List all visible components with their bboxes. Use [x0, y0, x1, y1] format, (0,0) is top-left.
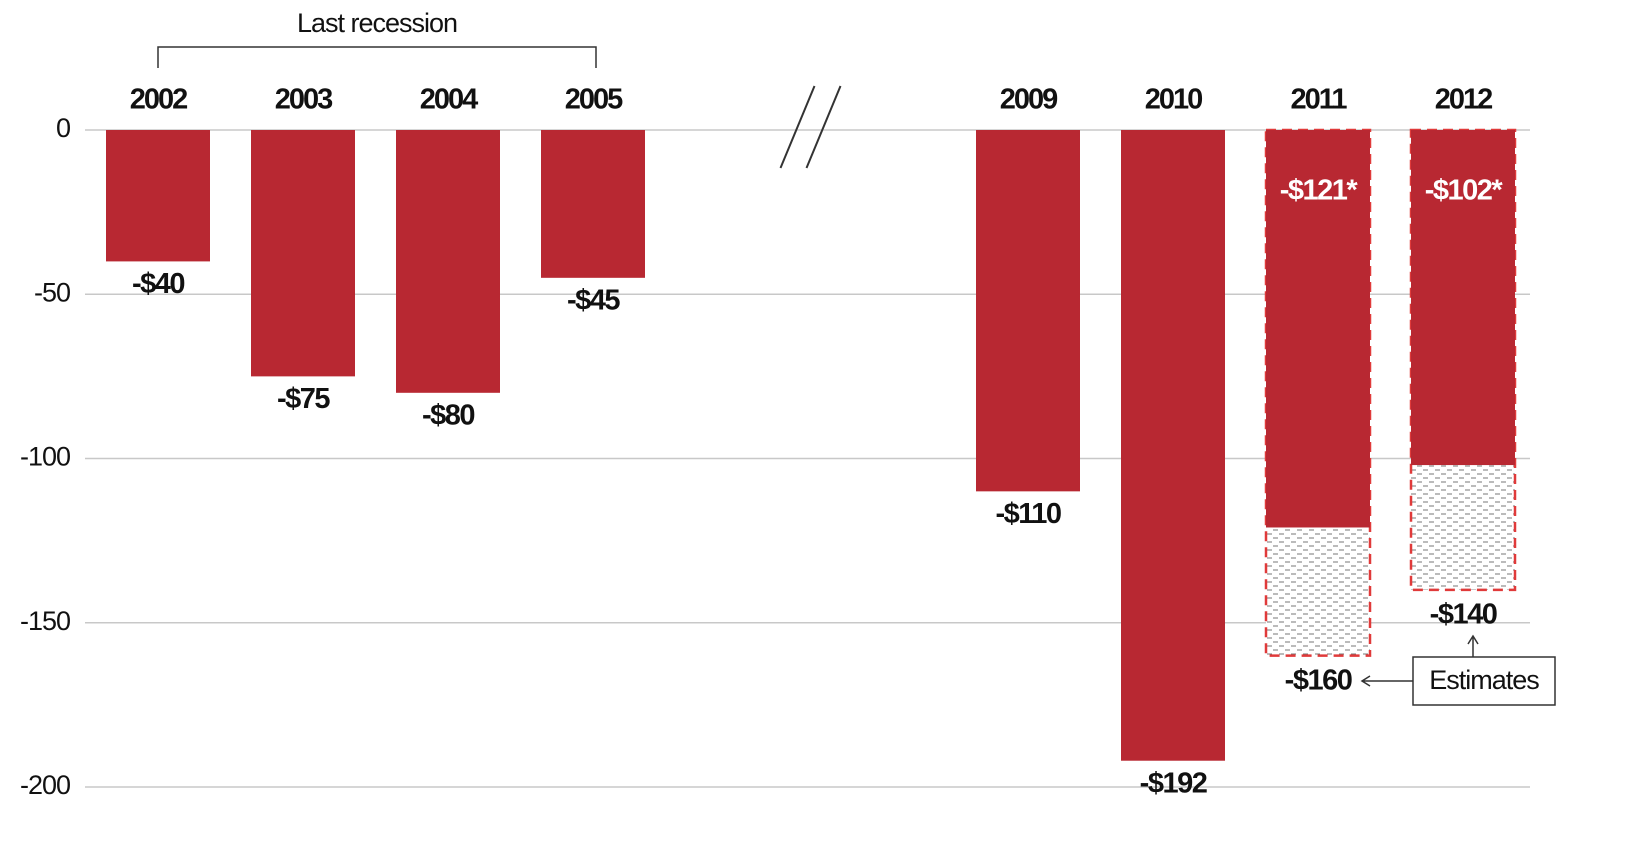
y-tick-label: -150 — [20, 606, 70, 636]
y-tick-label: -50 — [34, 277, 70, 307]
value-label: -$40 — [132, 268, 184, 300]
x-tick-label: 2011 — [1291, 84, 1348, 116]
value-label: -$45 — [567, 284, 620, 316]
value-label: -$192 — [1140, 767, 1207, 799]
value-label: -$110 — [995, 498, 1060, 530]
bar — [976, 130, 1080, 492]
estimates-box — [1412, 656, 1556, 706]
bar — [396, 130, 500, 393]
x-tick-label: 2004 — [420, 84, 478, 116]
estimates-label: Estimates — [1429, 665, 1539, 695]
value-label: -$102* — [1425, 175, 1504, 207]
annotation: Last recession — [297, 8, 457, 38]
bar — [1411, 130, 1515, 466]
value-label: -$121* — [1280, 175, 1359, 207]
bar — [251, 130, 355, 377]
bar — [541, 130, 645, 278]
axis-break — [805, 85, 842, 169]
estimate-label: -$140 — [1430, 599, 1497, 631]
bar — [1266, 130, 1370, 528]
y-tick-label: 0 — [56, 113, 70, 143]
axis-break — [779, 85, 816, 169]
value-label: -$75 — [277, 383, 330, 415]
x-tick-label: 2012 — [1435, 84, 1492, 116]
marks — [106, 46, 1556, 761]
x-tick-label: 2002 — [130, 84, 187, 116]
bar — [1121, 130, 1225, 761]
x-tick-label: 2003 — [275, 84, 333, 116]
y-tick-label: -200 — [20, 770, 70, 800]
arrow — [1467, 634, 1479, 657]
x-tick-label: 2005 — [565, 84, 623, 116]
arrow — [1360, 675, 1413, 687]
bar — [106, 130, 210, 262]
value-label: -$80 — [422, 399, 474, 431]
y-tick-label: -100 — [20, 442, 70, 472]
x-tick-label: 2009 — [1000, 84, 1058, 116]
x-tick-label: 2010 — [1145, 84, 1202, 116]
labels: 0 -50 -100 -150 -200 -$40 2002 -$75 2003 -$80 2004… — [20, 8, 1540, 800]
estimate-label: -$160 — [1285, 664, 1352, 696]
recession-bracket — [157, 46, 597, 68]
